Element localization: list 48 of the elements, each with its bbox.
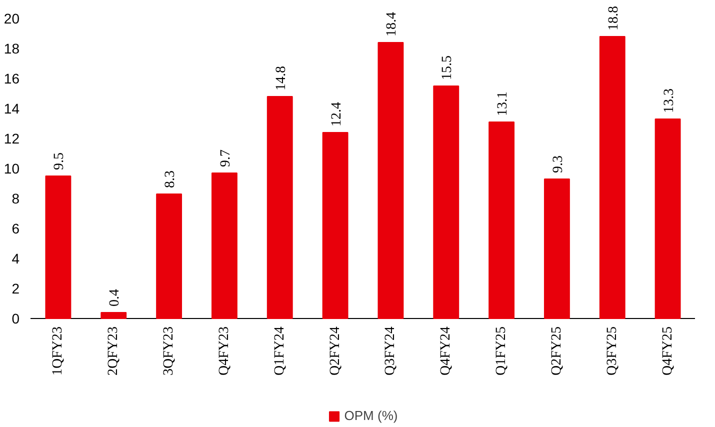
data-label: 8.3 — [163, 170, 178, 188]
data-label: 18.8 — [606, 6, 622, 30]
y-tick-label: 16 — [4, 70, 20, 86]
x-tick-label: 2QFY23 — [106, 326, 122, 376]
bar — [156, 194, 182, 319]
data-label: 13.3 — [662, 88, 677, 113]
y-tick-label: 0 — [12, 310, 20, 326]
data-label: 12.4 — [329, 102, 344, 126]
bar — [266, 96, 293, 319]
bar — [45, 176, 72, 319]
y-tick-label: 20 — [4, 10, 20, 26]
bar — [488, 122, 515, 319]
legend-label: OPM (%) — [344, 408, 398, 423]
x-tick-label: 3QFY23 — [162, 326, 177, 376]
x-tick-label: Q2FY24 — [328, 326, 343, 376]
x-tick-label: Q1FY25 — [494, 326, 510, 376]
data-label: 18.4 — [384, 12, 400, 36]
data-label: 0.4 — [108, 289, 123, 306]
x-tick-label: Q4FY24 — [438, 326, 454, 376]
data-label: 15.5 — [440, 56, 456, 80]
y-tick-label: 12 — [4, 130, 20, 146]
x-tick-label: 1QFY23 — [50, 326, 66, 376]
y-tick-label: 6 — [12, 220, 20, 236]
bar — [378, 42, 404, 319]
bar — [322, 132, 348, 319]
bar — [544, 178, 570, 319]
bar — [599, 36, 626, 319]
y-tick-label: 14 — [4, 100, 20, 116]
data-label: 14.8 — [274, 66, 289, 90]
data-label: 13.1 — [496, 92, 511, 116]
y-tick-label: 4 — [12, 250, 20, 266]
data-label: 9.7 — [218, 150, 234, 167]
x-tick-label: Q2FY25 — [549, 326, 564, 376]
data-label: 9.5 — [52, 152, 68, 170]
x-tick-label: Q4FY25 — [660, 326, 676, 376]
y-tick-label: 8 — [12, 190, 20, 206]
bar — [211, 172, 238, 319]
x-tick-label: Q3FY25 — [604, 326, 620, 376]
y-tick-label: 10 — [4, 160, 20, 176]
bar — [100, 312, 127, 319]
x-tick-label: Q4FY23 — [216, 326, 232, 376]
bar — [433, 86, 460, 319]
bar — [654, 118, 681, 319]
y-tick-label: 18 — [4, 40, 20, 56]
x-tick-label: Q3FY24 — [383, 326, 398, 376]
y-tick-label: 2 — [12, 280, 20, 296]
data-label: 9.3 — [550, 156, 566, 173]
x-tick-label: Q1FY24 — [272, 326, 288, 376]
